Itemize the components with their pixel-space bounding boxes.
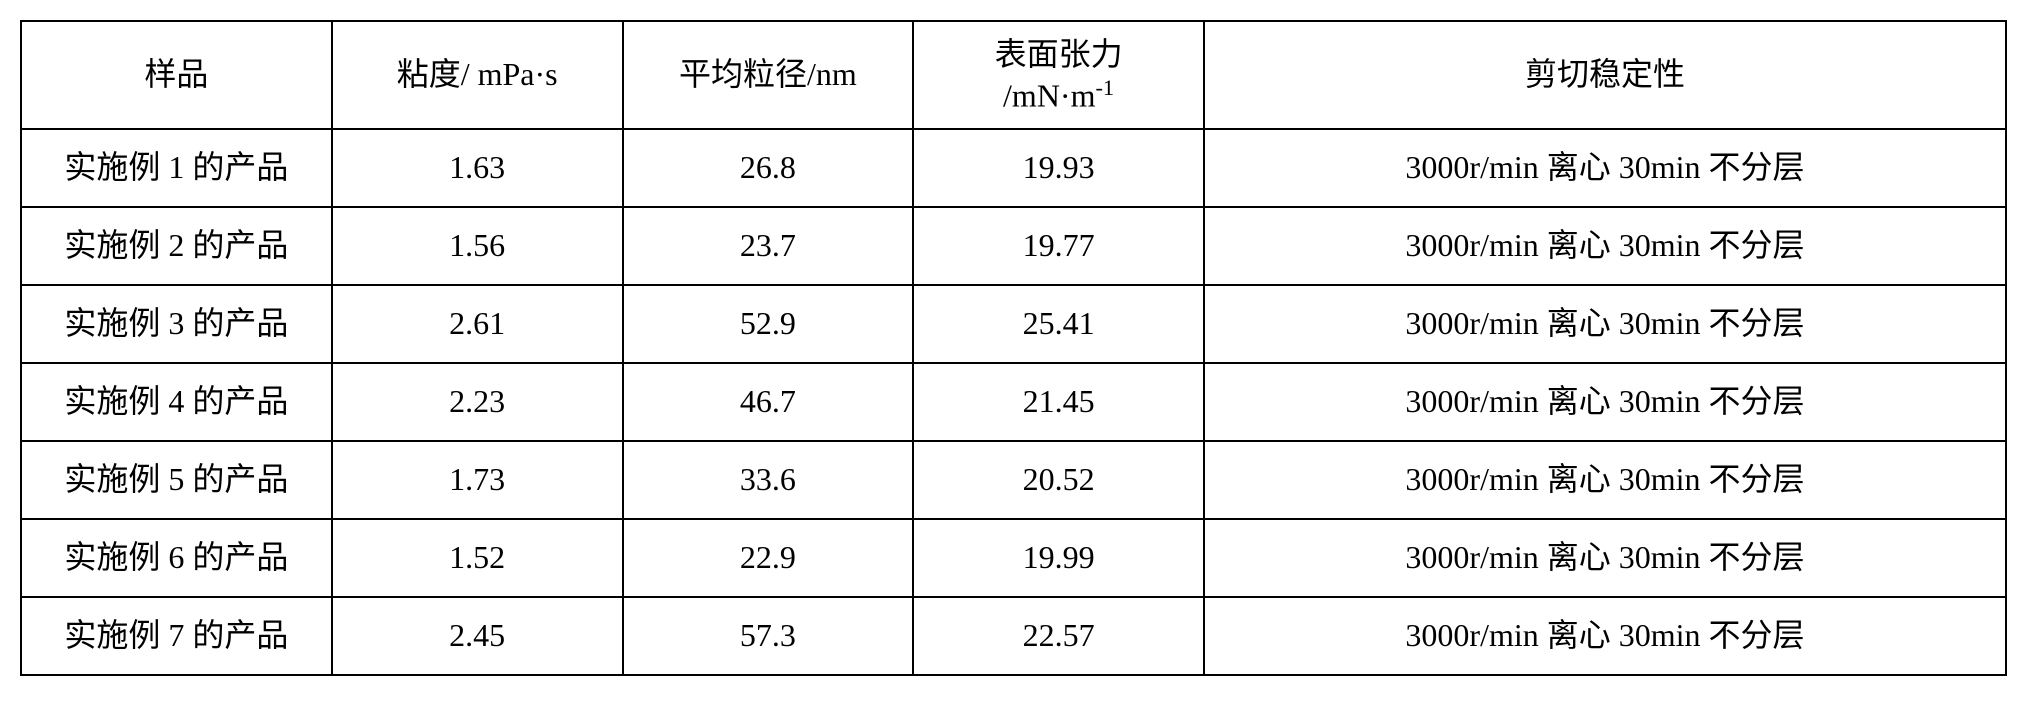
header-row: 样品 粘度/ mPa·s 平均粒径/nm 表面张力 /mN·m-1 剪切稳定性: [21, 21, 2006, 129]
header-surface-tension: 表面张力 /mN·m-1: [913, 21, 1204, 129]
table-row: 实施例 5 的产品 1.73 33.6 20.52 3000r/min 离心 3…: [21, 441, 2006, 519]
cell-surface-tension: 21.45: [913, 363, 1204, 441]
table-header: 样品 粘度/ mPa·s 平均粒径/nm 表面张力 /mN·m-1 剪切稳定性: [21, 21, 2006, 129]
cell-sample: 实施例 7 的产品: [21, 597, 332, 675]
header-surface-tension-line2-pre: /mN·m: [1003, 78, 1095, 114]
cell-shear-stability: 3000r/min 离心 30min 不分层: [1204, 129, 2006, 207]
table-row: 实施例 6 的产品 1.52 22.9 19.99 3000r/min 离心 3…: [21, 519, 2006, 597]
cell-particle-size: 22.9: [623, 519, 914, 597]
cell-shear-stability: 3000r/min 离心 30min 不分层: [1204, 597, 2006, 675]
cell-sample: 实施例 5 的产品: [21, 441, 332, 519]
cell-surface-tension: 20.52: [913, 441, 1204, 519]
cell-sample: 实施例 6 的产品: [21, 519, 332, 597]
cell-particle-size: 57.3: [623, 597, 914, 675]
table-body: 实施例 1 的产品 1.63 26.8 19.93 3000r/min 离心 3…: [21, 129, 2006, 675]
cell-particle-size: 52.9: [623, 285, 914, 363]
table-row: 实施例 4 的产品 2.23 46.7 21.45 3000r/min 离心 3…: [21, 363, 2006, 441]
cell-shear-stability: 3000r/min 离心 30min 不分层: [1204, 519, 2006, 597]
cell-particle-size: 46.7: [623, 363, 914, 441]
table-row: 实施例 2 的产品 1.56 23.7 19.77 3000r/min 离心 3…: [21, 207, 2006, 285]
table-row: 实施例 7 的产品 2.45 57.3 22.57 3000r/min 离心 3…: [21, 597, 2006, 675]
cell-viscosity: 2.61: [332, 285, 623, 363]
cell-surface-tension: 19.99: [913, 519, 1204, 597]
cell-sample: 实施例 3 的产品: [21, 285, 332, 363]
cell-viscosity: 2.23: [332, 363, 623, 441]
cell-shear-stability: 3000r/min 离心 30min 不分层: [1204, 207, 2006, 285]
cell-sample: 实施例 2 的产品: [21, 207, 332, 285]
cell-surface-tension: 19.93: [913, 129, 1204, 207]
cell-viscosity: 1.52: [332, 519, 623, 597]
cell-viscosity: 1.73: [332, 441, 623, 519]
cell-shear-stability: 3000r/min 离心 30min 不分层: [1204, 285, 2006, 363]
cell-shear-stability: 3000r/min 离心 30min 不分层: [1204, 441, 2006, 519]
header-surface-tension-sup: -1: [1095, 75, 1114, 100]
cell-surface-tension: 19.77: [913, 207, 1204, 285]
cell-sample: 实施例 1 的产品: [21, 129, 332, 207]
table-row: 实施例 1 的产品 1.63 26.8 19.93 3000r/min 离心 3…: [21, 129, 2006, 207]
cell-particle-size: 23.7: [623, 207, 914, 285]
header-particle-size: 平均粒径/nm: [623, 21, 914, 129]
cell-surface-tension: 25.41: [913, 285, 1204, 363]
table-row: 实施例 3 的产品 2.61 52.9 25.41 3000r/min 离心 3…: [21, 285, 2006, 363]
cell-sample: 实施例 4 的产品: [21, 363, 332, 441]
cell-shear-stability: 3000r/min 离心 30min 不分层: [1204, 363, 2006, 441]
cell-particle-size: 26.8: [623, 129, 914, 207]
cell-viscosity: 1.56: [332, 207, 623, 285]
header-sample: 样品: [21, 21, 332, 129]
data-table: 样品 粘度/ mPa·s 平均粒径/nm 表面张力 /mN·m-1 剪切稳定性 …: [20, 20, 2007, 676]
header-shear-stability: 剪切稳定性: [1204, 21, 2006, 129]
cell-viscosity: 1.63: [332, 129, 623, 207]
header-viscosity: 粘度/ mPa·s: [332, 21, 623, 129]
cell-particle-size: 33.6: [623, 441, 914, 519]
cell-viscosity: 2.45: [332, 597, 623, 675]
header-surface-tension-line1: 表面张力: [995, 36, 1123, 72]
cell-surface-tension: 22.57: [913, 597, 1204, 675]
